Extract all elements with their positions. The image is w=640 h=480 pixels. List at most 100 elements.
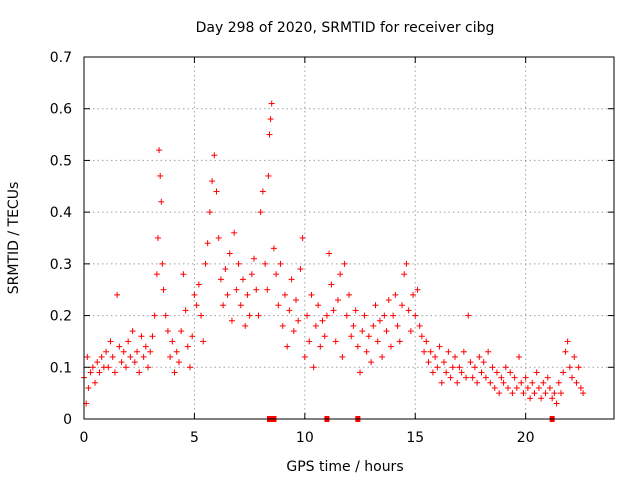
data-point	[267, 116, 274, 123]
data-point	[478, 369, 485, 376]
data-point	[456, 364, 463, 371]
data-point	[257, 209, 264, 216]
data-point	[357, 369, 364, 376]
data-point	[496, 390, 503, 397]
data-point	[116, 343, 123, 350]
data-point	[151, 312, 158, 319]
data-point	[432, 353, 439, 360]
data-point	[416, 322, 423, 329]
data-point	[178, 328, 185, 335]
data-point	[85, 384, 92, 391]
data-point	[421, 348, 428, 355]
data-point	[209, 178, 216, 185]
data-point	[293, 297, 299, 304]
data-point	[301, 353, 308, 360]
data-point	[341, 260, 348, 267]
data-point	[142, 343, 149, 350]
data-point	[189, 333, 196, 340]
data-point	[304, 312, 311, 319]
data-point	[273, 271, 280, 278]
data-point	[266, 131, 273, 138]
data-point	[265, 172, 272, 179]
data-point	[193, 302, 200, 309]
data-point	[452, 353, 458, 360]
y-tick-label: 0.3	[50, 257, 72, 273]
data-point	[268, 100, 275, 107]
data-point	[149, 333, 156, 340]
data-point	[498, 374, 505, 381]
data-point	[235, 260, 242, 267]
x-tick-label: 10	[296, 430, 314, 446]
data-point	[160, 286, 167, 293]
data-point	[500, 379, 507, 386]
data-point	[253, 286, 260, 293]
axis-ticks	[83, 56, 614, 420]
data-point	[454, 379, 461, 386]
data-point	[330, 307, 337, 314]
data-point	[529, 379, 536, 386]
data-point	[217, 276, 224, 283]
data-point	[485, 348, 492, 355]
data-point	[555, 379, 562, 386]
data-point	[312, 322, 319, 329]
data-point	[284, 343, 291, 350]
y-tick-label: 0.6	[50, 102, 72, 118]
data-point	[343, 312, 350, 319]
data-point	[262, 260, 269, 267]
data-point	[198, 312, 205, 319]
data-point	[308, 291, 315, 298]
y-tick-label: 0.4	[50, 205, 72, 221]
y-tick-label: 0.7	[50, 50, 72, 66]
data-point	[480, 359, 487, 366]
data-point	[226, 250, 233, 257]
data-point	[84, 353, 91, 360]
data-point	[246, 312, 253, 319]
data-point	[379, 353, 386, 360]
data-point	[487, 379, 494, 386]
data-point	[390, 312, 397, 319]
data-point	[105, 364, 112, 371]
data-point	[580, 390, 587, 397]
data-point	[138, 333, 145, 340]
data-point	[460, 348, 467, 355]
data-point	[281, 291, 288, 298]
data-point	[405, 307, 412, 314]
data-point	[107, 338, 114, 345]
x-tick-label: 5	[190, 430, 199, 446]
data-point	[277, 260, 284, 267]
data-point	[180, 271, 187, 278]
data-point	[87, 369, 94, 376]
data-point	[447, 374, 454, 381]
data-point	[516, 353, 523, 360]
data-point	[531, 390, 538, 397]
data-point	[573, 379, 580, 386]
data-point	[566, 364, 573, 371]
data-point	[410, 291, 417, 298]
x-axis-label: GPS time / hours	[286, 459, 403, 475]
data-point	[195, 281, 202, 288]
y-tick-label: 0.1	[50, 360, 72, 376]
data-point	[213, 188, 220, 195]
data-point	[502, 364, 509, 371]
data-point	[436, 343, 443, 350]
x-tick-label: 0	[80, 430, 89, 446]
data-point	[560, 369, 567, 376]
data-point	[427, 348, 434, 355]
data-point	[438, 379, 445, 386]
data-point	[145, 364, 152, 371]
data-point	[127, 353, 134, 360]
data-point	[363, 348, 370, 355]
data-point	[474, 379, 481, 386]
data-point	[89, 364, 96, 371]
data-point	[136, 369, 143, 376]
data-point	[520, 390, 527, 397]
data-point	[562, 348, 569, 355]
data-point	[255, 312, 262, 319]
data-point	[182, 307, 189, 314]
data-point	[511, 374, 518, 381]
data-point	[103, 348, 110, 355]
data-point	[317, 343, 324, 350]
data-point	[564, 338, 571, 345]
data-point	[542, 390, 549, 397]
data-point	[122, 364, 129, 371]
